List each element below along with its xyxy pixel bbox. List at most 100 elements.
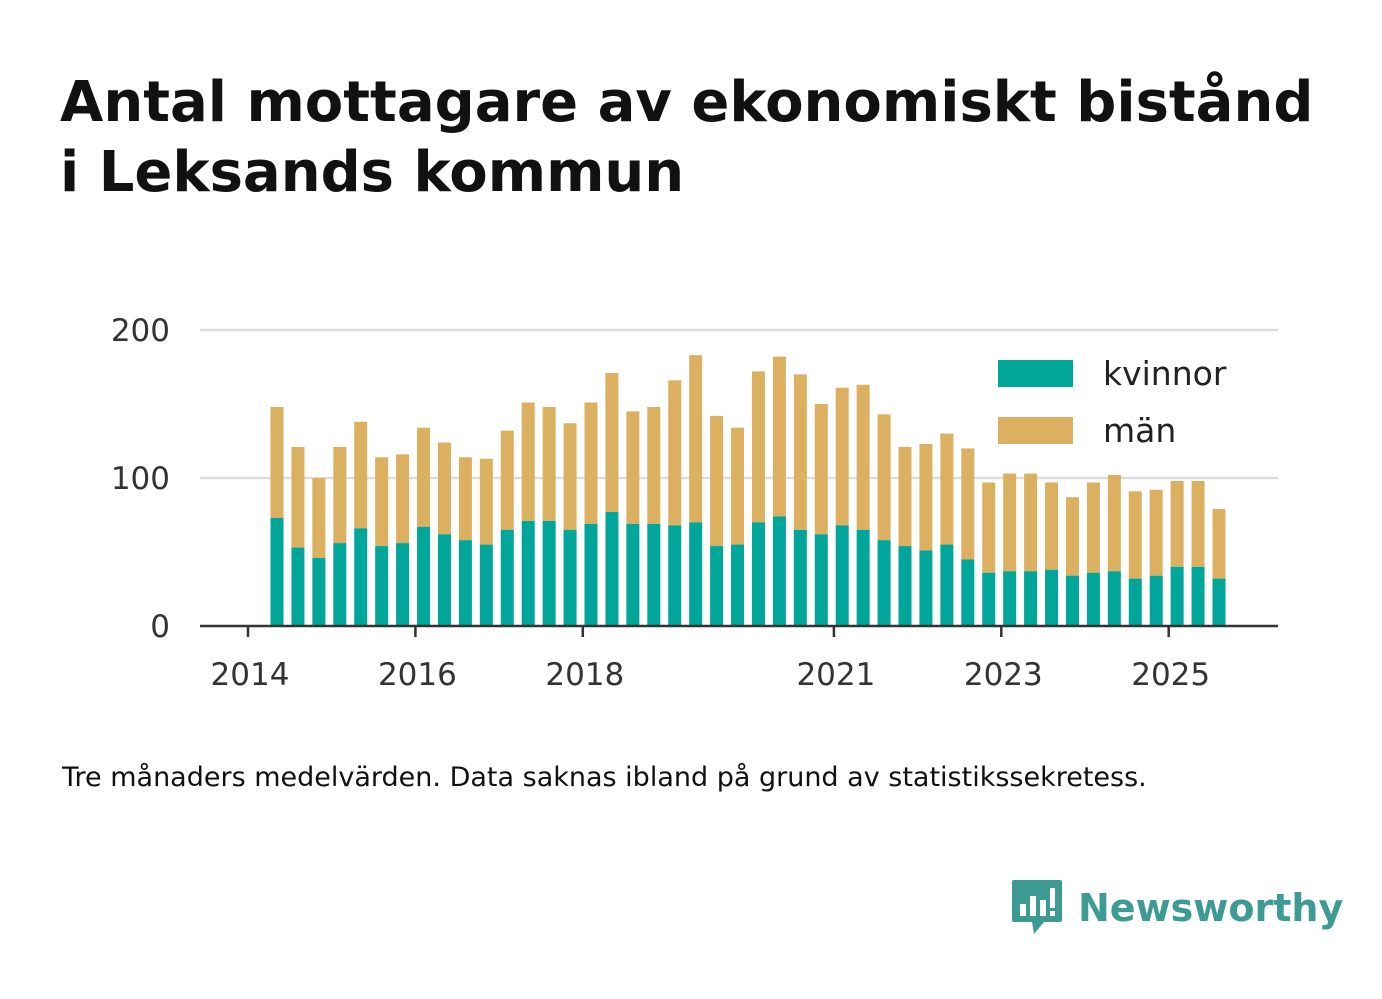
footnote: Tre månaders medelvärden. Data saknas ib… <box>62 762 1147 793</box>
bar-kvinnor <box>689 522 703 626</box>
bar-man <box>1107 475 1121 572</box>
x-tick-label: 2023 <box>964 657 1043 693</box>
bar-kvinnor <box>772 516 786 626</box>
bar-man <box>814 404 828 535</box>
bar-man <box>270 406 284 518</box>
bar-man <box>1086 482 1100 573</box>
bar-kvinnor <box>417 526 431 626</box>
bar-man <box>856 384 870 530</box>
bar-man <box>689 355 703 523</box>
bar-kvinnor <box>626 523 640 626</box>
bar-kvinnor <box>563 529 577 626</box>
bar-kvinnor <box>877 540 891 626</box>
x-tick-label: 2016 <box>378 657 457 693</box>
y-tick-label: 200 <box>111 313 170 349</box>
bar-man <box>542 406 556 521</box>
bar-kvinnor <box>1128 578 1142 626</box>
bar-man <box>479 458 493 545</box>
bar-man <box>877 414 891 541</box>
bar-kvinnor <box>1024 571 1038 626</box>
bar-kvinnor <box>437 534 451 626</box>
bar-man <box>647 406 661 524</box>
bar-man <box>375 457 389 547</box>
bar-kvinnor <box>898 546 912 626</box>
bar-kvinnor <box>1149 575 1163 626</box>
bar-man <box>437 442 451 535</box>
bar-man <box>1024 473 1038 572</box>
bar-man <box>772 356 786 517</box>
bar-man <box>291 446 305 548</box>
bar-kvinnor <box>1086 572 1100 626</box>
bar-kvinnor <box>1212 578 1226 626</box>
bar-kvinnor <box>1065 575 1079 626</box>
bar-kvinnor <box>1107 571 1121 626</box>
legend-swatch-kvinnor <box>998 360 1073 387</box>
bar-man <box>458 457 472 541</box>
bar-man <box>1003 473 1017 572</box>
bar-man <box>521 402 535 521</box>
bar-kvinnor <box>1045 569 1059 626</box>
bar-man <box>835 387 849 526</box>
bar-man <box>333 446 347 544</box>
bar-man <box>563 423 577 530</box>
bar-kvinnor <box>710 546 724 626</box>
bar-man <box>898 446 912 547</box>
legend-label: kvinnor <box>1103 354 1227 393</box>
newsworthy-logo[interactable]: Newsworthy <box>1010 878 1343 938</box>
bar-kvinnor <box>333 543 347 626</box>
bar-man <box>919 443 933 551</box>
bar-kvinnor <box>814 534 828 626</box>
x-tick-label: 2021 <box>796 657 875 693</box>
bar-man <box>1212 509 1226 579</box>
bar-kvinnor <box>668 525 682 626</box>
bar-man <box>500 430 514 530</box>
bar-man <box>940 433 954 545</box>
bar-kvinnor <box>584 523 598 626</box>
bar-kvinnor <box>1003 571 1017 626</box>
bar-man <box>961 448 975 560</box>
bar-man <box>751 371 765 523</box>
legend: kvinnor män <box>998 354 1227 450</box>
y-tick-label: 0 <box>150 609 170 645</box>
bar-kvinnor <box>458 540 472 626</box>
bar-man <box>731 427 745 545</box>
bar-kvinnor <box>500 529 514 626</box>
bar-man <box>982 482 996 573</box>
newsworthy-bar-chart-icon <box>1012 880 1062 934</box>
bar-man <box>1045 482 1059 570</box>
bar-man <box>1191 480 1205 567</box>
bar-kvinnor <box>605 512 619 626</box>
legend-label: män <box>1103 411 1176 450</box>
brand-name: Newsworthy <box>1078 886 1344 930</box>
bar-man <box>1149 489 1163 576</box>
bar-kvinnor <box>835 525 849 626</box>
bar-man <box>584 402 598 524</box>
bar-kvinnor <box>982 572 996 626</box>
bar-kvinnor <box>919 550 933 626</box>
bar-man <box>312 478 326 558</box>
bar-kvinnor <box>270 517 284 626</box>
legend-swatch-män <box>998 417 1073 444</box>
bar-kvinnor <box>479 544 493 626</box>
bar-kvinnor <box>647 523 661 626</box>
bar-kvinnor <box>751 522 765 626</box>
bars <box>270 355 1226 626</box>
bar-kvinnor <box>396 543 410 626</box>
bar-man <box>668 380 682 526</box>
bar-man <box>626 411 640 524</box>
y-tick-label: 100 <box>111 461 170 497</box>
bar-man <box>710 415 724 547</box>
bar-kvinnor <box>961 559 975 626</box>
bar-man <box>354 421 368 529</box>
x-tick-label: 2025 <box>1131 657 1210 693</box>
bar-kvinnor <box>291 547 305 626</box>
bar-kvinnor <box>1170 566 1184 626</box>
axes: 0 100 200 2014 2016 2018 2021 2023 2025 <box>111 313 1278 693</box>
bar-man <box>1170 480 1184 567</box>
bar-kvinnor <box>354 528 368 626</box>
bar-kvinnor <box>521 520 535 626</box>
bar-kvinnor <box>312 557 326 626</box>
bar-kvinnor <box>940 544 954 626</box>
bar-man <box>417 427 431 527</box>
